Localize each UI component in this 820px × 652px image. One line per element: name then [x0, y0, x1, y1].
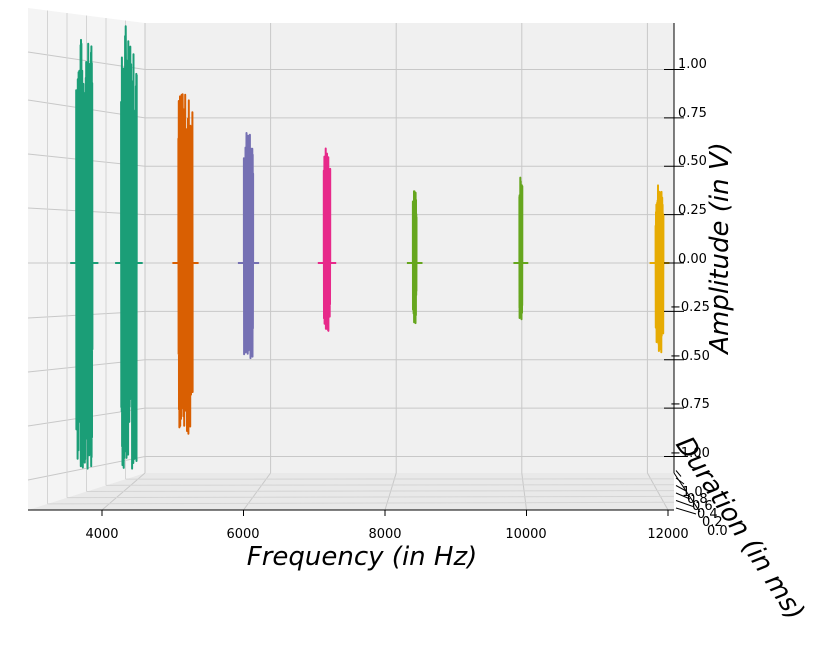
series-line: [115, 25, 143, 470]
waveform-series: [70, 25, 670, 470]
y-tick-label: 0.75: [678, 106, 707, 121]
series-line: [406, 190, 423, 325]
y-axis-label: Amplitude (in V): [705, 142, 735, 356]
z-axis-label: Duration (in ms): [669, 431, 810, 625]
back-pane: [145, 23, 674, 473]
x-axis-label: Frequency (in Hz): [247, 542, 478, 572]
axes: [28, 23, 701, 516]
z-tick-label: 0.8: [687, 492, 708, 507]
z-tick: [675, 485, 688, 492]
y-tick-label: −1.00: [670, 446, 710, 461]
y-tick-label: −0.75: [670, 397, 710, 412]
gridline-z: [47, 501, 675, 505]
y-tick-label: 1.00: [678, 57, 707, 72]
y-tick-label: 0.50: [678, 154, 707, 169]
x-tick-label: 6000: [226, 527, 259, 542]
series-line: [513, 176, 529, 321]
z-tick-label: 0.4: [697, 507, 718, 522]
gridline-z: [86, 490, 675, 492]
x-tick-label: 8000: [368, 527, 401, 542]
z-tick-label: 0.0: [707, 524, 728, 539]
y-tick-label: −0.25: [670, 300, 710, 315]
y-tick-labels: 1.00 0.75 0.50 0.25 0.00 −0.25 −0.50 −0.…: [670, 57, 710, 461]
series-line: [172, 93, 199, 435]
z-tick: [675, 500, 694, 507]
z-tick: [675, 507, 697, 515]
series-line: [70, 38, 99, 470]
series-line: [237, 132, 260, 360]
series-line: [649, 184, 670, 354]
z-tick: [675, 477, 685, 485]
x-tick-labels: 4000 6000 8000 10000 12000: [85, 527, 688, 542]
z-tick: [675, 470, 682, 477]
z-tick-label: 0.2: [702, 515, 723, 530]
x-tick-label: 12000: [647, 527, 688, 542]
gridline-z: [66, 495, 675, 499]
series-line: [317, 147, 337, 332]
3d-panes: [28, 8, 674, 510]
z-tick-labels: 0.0 0.2 0.4 0.6 0.8 1.0: [682, 485, 728, 539]
z-tick-label: 0.6: [692, 499, 713, 514]
x-tick-label: 10000: [505, 527, 546, 542]
z-tick-label: 1.0: [682, 485, 703, 500]
y-tick-label: −0.50: [670, 349, 710, 364]
y-tick-label: 0.00: [678, 252, 707, 267]
y-tick-label: 0.25: [678, 203, 707, 218]
gridline-z: [105, 484, 675, 486]
x-tick-label: 4000: [85, 527, 118, 542]
z-tick: [675, 492, 691, 500]
